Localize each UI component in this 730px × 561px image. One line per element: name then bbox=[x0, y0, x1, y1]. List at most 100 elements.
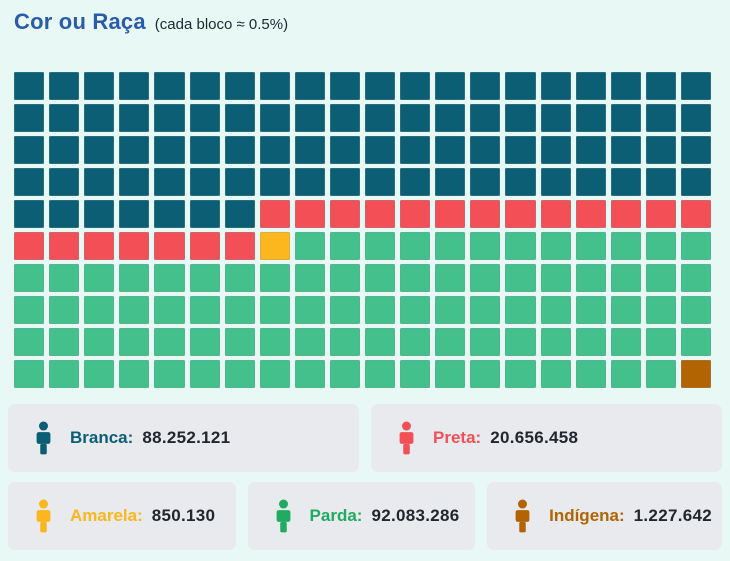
waffle-block-branca bbox=[154, 200, 185, 228]
waffle-block-parda bbox=[14, 328, 45, 356]
waffle-block-branca bbox=[14, 104, 45, 132]
waffle-block-preta bbox=[14, 232, 45, 260]
waffle-block-branca bbox=[505, 136, 536, 164]
waffle-block-parda bbox=[224, 296, 255, 324]
waffle-block-preta bbox=[329, 200, 360, 228]
waffle-block-branca bbox=[680, 136, 711, 164]
waffle-block-parda bbox=[14, 264, 45, 292]
waffle-block-parda bbox=[645, 264, 676, 292]
waffle-block-parda bbox=[224, 360, 255, 388]
waffle-block-branca bbox=[14, 200, 45, 228]
waffle-block-parda bbox=[470, 360, 501, 388]
waffle-block-branca bbox=[470, 136, 501, 164]
waffle-block-parda bbox=[14, 296, 45, 324]
waffle-block-parda bbox=[365, 264, 396, 292]
waffle-block-branca bbox=[154, 136, 185, 164]
waffle-block-branca bbox=[540, 168, 571, 196]
waffle-block-branca bbox=[294, 136, 325, 164]
waffle-block-parda bbox=[435, 232, 466, 260]
waffle-block-parda bbox=[224, 328, 255, 356]
waffle-block-parda bbox=[400, 264, 431, 292]
waffle-block-parda bbox=[575, 264, 606, 292]
waffle-block-parda bbox=[365, 360, 396, 388]
waffle-block-parda bbox=[84, 328, 115, 356]
waffle-block-parda bbox=[189, 360, 220, 388]
waffle-block-branca bbox=[470, 72, 501, 100]
waffle-block-branca bbox=[224, 136, 255, 164]
waffle-block-parda bbox=[365, 328, 396, 356]
waffle-block-parda bbox=[505, 328, 536, 356]
waffle-block-branca bbox=[49, 104, 80, 132]
waffle-block-parda bbox=[189, 296, 220, 324]
waffle-block-branca bbox=[119, 72, 150, 100]
waffle-block-preta bbox=[575, 200, 606, 228]
waffle-block-parda bbox=[294, 328, 325, 356]
waffle-block-branca bbox=[49, 136, 80, 164]
legend: Branca: 88.252.121 Preta: 20.656.458 Amarel… bbox=[8, 404, 722, 550]
waffle-block-preta bbox=[365, 200, 396, 228]
waffle-block-parda bbox=[329, 232, 360, 260]
waffle-block-preta bbox=[610, 200, 641, 228]
waffle-block-branca bbox=[645, 168, 676, 196]
waffle-block-branca bbox=[119, 104, 150, 132]
waffle-block-parda bbox=[49, 264, 80, 292]
waffle-block-parda bbox=[435, 360, 466, 388]
waffle-block-parda bbox=[365, 296, 396, 324]
waffle-block-preta bbox=[84, 232, 115, 260]
waffle-block-preta bbox=[400, 200, 431, 228]
waffle-block-branca bbox=[610, 136, 641, 164]
waffle-block-parda bbox=[540, 232, 571, 260]
waffle-block-parda bbox=[575, 360, 606, 388]
waffle-block-parda bbox=[329, 296, 360, 324]
waffle-block-parda bbox=[505, 296, 536, 324]
waffle-block-branca bbox=[259, 168, 290, 196]
waffle-block-parda bbox=[435, 296, 466, 324]
waffle-block-branca bbox=[259, 104, 290, 132]
waffle-block-branca bbox=[365, 104, 396, 132]
waffle-block-branca bbox=[14, 168, 45, 196]
waffle-block-parda bbox=[329, 264, 360, 292]
waffle-block-preta bbox=[259, 200, 290, 228]
waffle-block-branca bbox=[365, 72, 396, 100]
legend-row-1: Branca: 88.252.121 Preta: 20.656.458 bbox=[8, 404, 722, 472]
waffle-block-branca bbox=[435, 136, 466, 164]
waffle-block-branca bbox=[224, 104, 255, 132]
waffle-block-parda bbox=[645, 296, 676, 324]
waffle-block-parda bbox=[680, 232, 711, 260]
waffle-block-parda bbox=[645, 328, 676, 356]
chart-header: Cor ou Raça (cada bloco ≈ 0.5%) bbox=[0, 0, 730, 35]
waffle-block-branca bbox=[400, 168, 431, 196]
waffle-block-parda bbox=[505, 232, 536, 260]
legend-label-parda: Parda: bbox=[309, 506, 363, 525]
legend-label-preta: Preta: bbox=[433, 428, 482, 447]
waffle-block-branca bbox=[540, 136, 571, 164]
waffle-block-branca bbox=[329, 136, 360, 164]
waffle-block-branca bbox=[575, 72, 606, 100]
waffle-block-parda bbox=[14, 360, 45, 388]
person-icon bbox=[36, 421, 51, 454]
waffle-block-branca bbox=[189, 72, 220, 100]
legend-value-parda: 92.083.286 bbox=[371, 506, 460, 525]
waffle-block-branca bbox=[645, 136, 676, 164]
waffle-block-parda bbox=[49, 328, 80, 356]
waffle-block-parda bbox=[365, 232, 396, 260]
waffle-block-branca bbox=[400, 72, 431, 100]
waffle-block-parda bbox=[505, 264, 536, 292]
waffle-block-preta bbox=[435, 200, 466, 228]
waffle-block-parda bbox=[470, 328, 501, 356]
waffle-block-branca bbox=[84, 168, 115, 196]
waffle-block-parda bbox=[645, 360, 676, 388]
chart-title: Cor ou Raça bbox=[14, 9, 146, 34]
waffle-block-parda bbox=[540, 264, 571, 292]
waffle-block-branca bbox=[505, 168, 536, 196]
waffle-block-branca bbox=[154, 72, 185, 100]
waffle-block-branca bbox=[259, 136, 290, 164]
waffle-block-parda bbox=[610, 360, 641, 388]
waffle-block-parda bbox=[435, 328, 466, 356]
waffle-block-branca bbox=[645, 104, 676, 132]
waffle-block-branca bbox=[14, 72, 45, 100]
waffle-block-parda bbox=[540, 360, 571, 388]
waffle-block-parda bbox=[505, 360, 536, 388]
waffle-block-branca bbox=[540, 72, 571, 100]
